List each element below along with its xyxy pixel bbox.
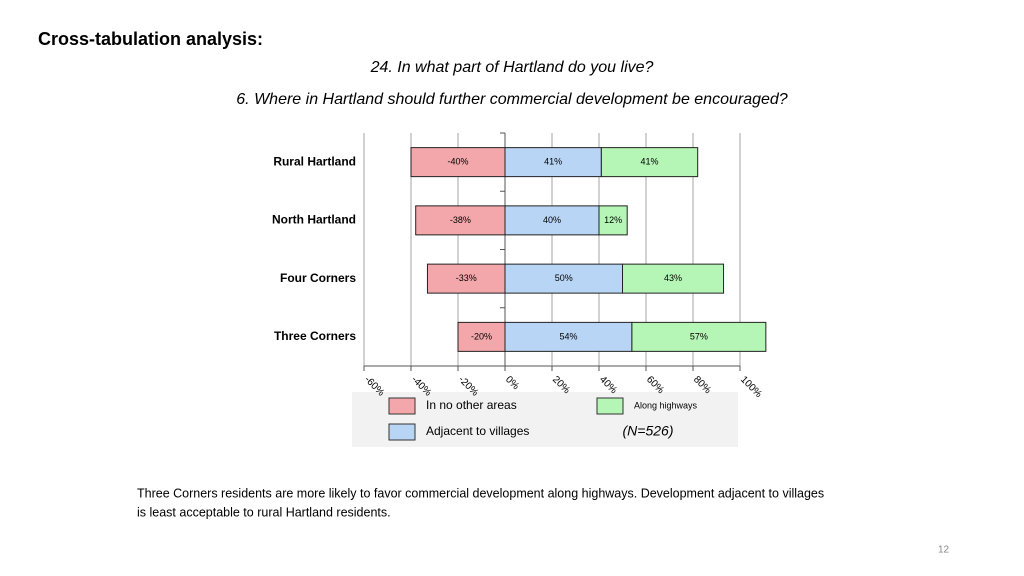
x-tick-label: 100% [738,374,764,400]
bar-segment [622,263,725,294]
value-label: 50% [555,273,573,283]
value-label: -40% [447,157,468,167]
category-label: Three Corners [274,329,356,343]
category-label: Four Corners [280,271,356,285]
page-number: 12 [938,545,950,556]
value-label: 12% [604,215,622,225]
value-label: -20% [471,331,492,341]
legend-label: In no other areas [426,398,517,412]
legend-swatch [388,423,416,441]
bar-segment [415,205,506,236]
legend-background [352,392,738,447]
plot: -60% -40% -20% 0% 20% 40% 60% 80% 100%Rural Hart… [272,132,767,441]
value-label: 41% [544,157,562,167]
value-label: -38% [450,215,471,225]
legend-swatch [596,397,624,415]
x-tick-label: 0% [503,374,521,392]
note-line: is least acceptable to rural Hartland re… [137,505,391,519]
bar-segment [410,147,506,178]
bar-segment [504,263,623,294]
question: 6. Where in Hartland should further comm… [236,91,788,108]
heading: Cross-tabulation analysis: [38,29,263,49]
value-label: 43% [664,273,682,283]
bar-segment [600,147,699,178]
bar-segment [504,321,633,352]
bar-segment [598,205,628,236]
value-label: -33% [456,273,477,283]
sample-size: (N=526) [623,423,674,439]
legend-label: Adjacent to villages [426,424,529,438]
legend-label: Along highways [634,400,698,410]
category-label: North Hartland [272,213,356,227]
bar-segment [504,205,600,236]
bar-segment [631,321,767,352]
value-label: 54% [559,331,577,341]
question: 24. In what part of Hartland do you live… [370,59,654,76]
note-line: Three Corners residents are more likely … [137,486,824,500]
value-label: 41% [641,157,659,167]
legend-swatch [388,397,416,415]
value-label: 57% [690,331,708,341]
value-label: 40% [543,215,561,225]
category-label: Rural Hartland [273,154,356,168]
bar-segment [426,263,506,294]
